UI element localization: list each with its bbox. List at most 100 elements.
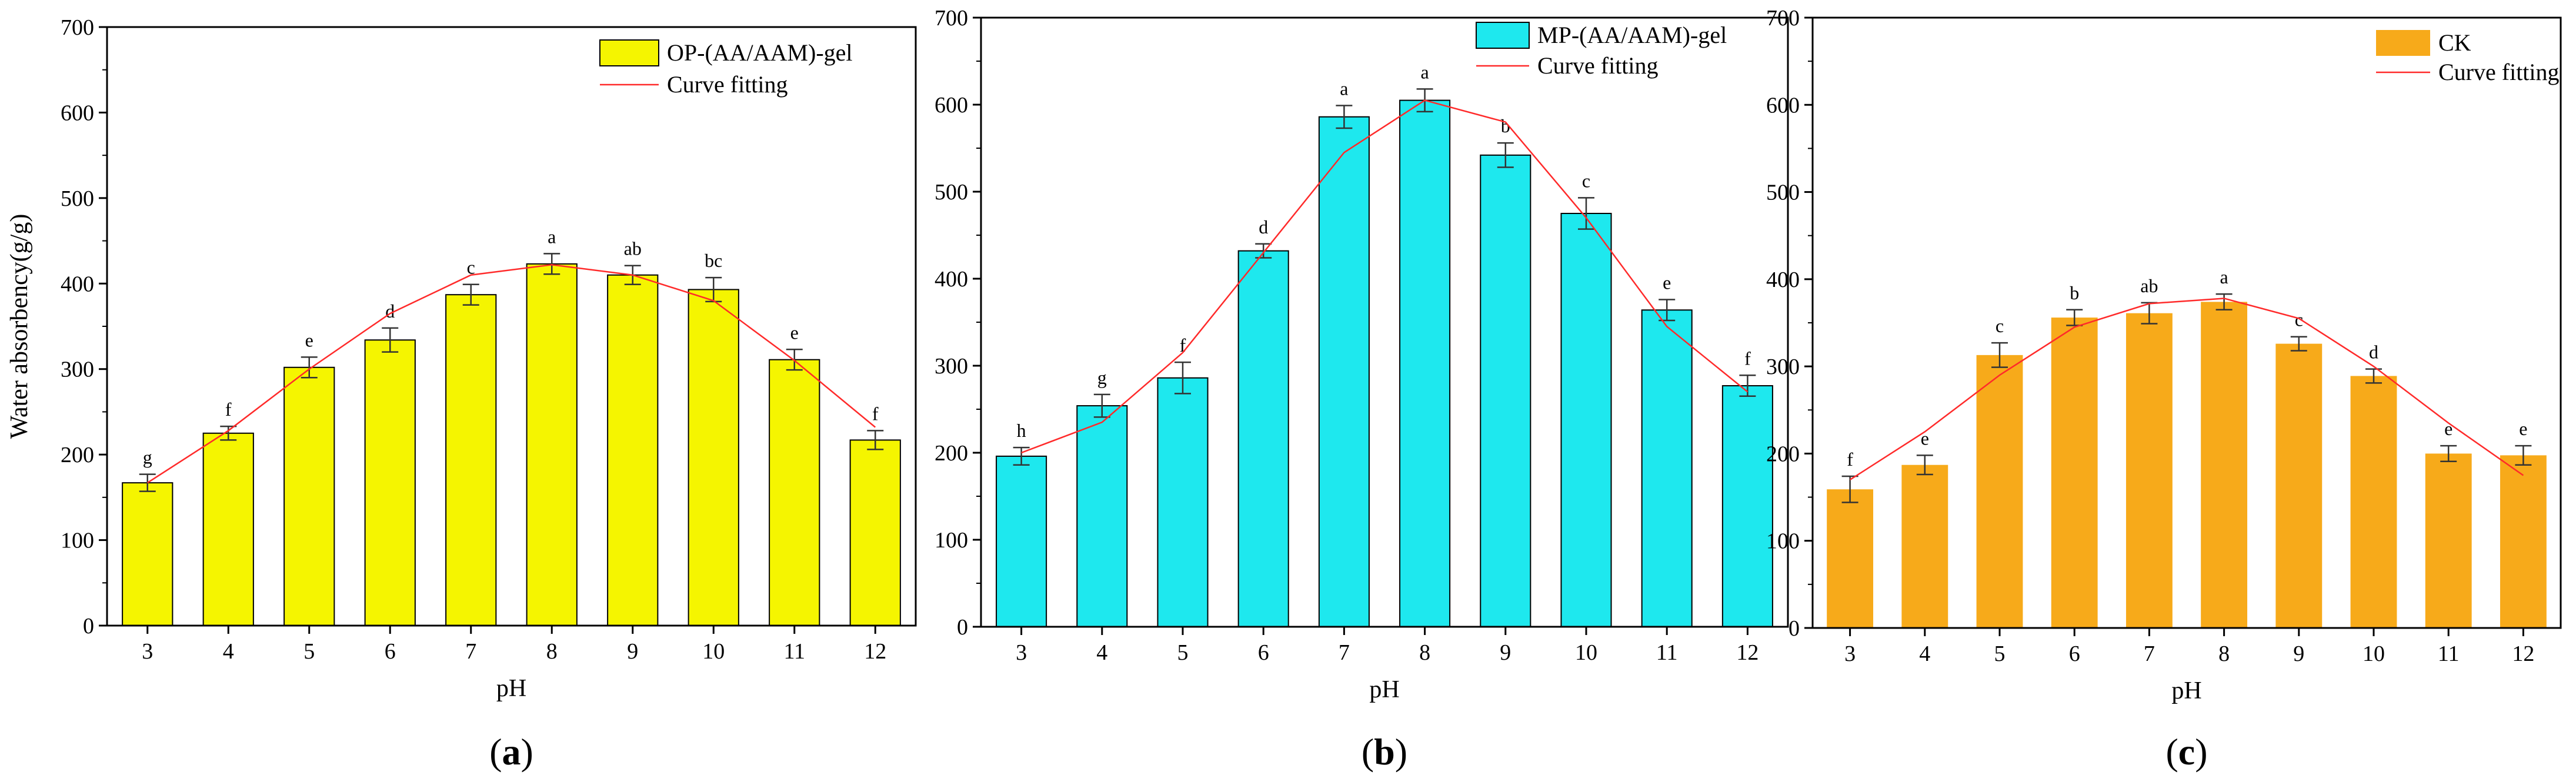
x-tick-label: 9: [627, 639, 638, 664]
x-tick-label: 4: [223, 639, 234, 664]
y-tick-label: 500: [1766, 181, 1800, 205]
significance-letter: e: [2519, 418, 2527, 439]
x-tick-label: 3: [1016, 640, 1027, 665]
y-tick-label: 200: [61, 443, 94, 467]
y-tick-label: 0: [83, 614, 94, 639]
bar: [607, 274, 659, 626]
y-tick-label: 100: [935, 528, 968, 553]
error-bar: [1497, 142, 1514, 168]
significance-letter: f: [1847, 449, 1853, 470]
x-tick-label: 8: [546, 639, 558, 664]
error-bar: [1659, 299, 1676, 322]
bar-group: [122, 263, 901, 627]
bar: [2201, 302, 2248, 628]
significance-letter: c: [467, 257, 475, 278]
bar: [1480, 154, 1531, 627]
x-tick-label: 5: [303, 639, 315, 664]
x-tick-label: 3: [1844, 641, 1856, 666]
error-bar: [867, 430, 884, 450]
error-bar: [2290, 336, 2307, 352]
bar: [122, 482, 173, 626]
significance-letter: g: [1097, 367, 1107, 388]
y-tick-label: 200: [1766, 442, 1800, 466]
y-tick-label: 400: [61, 272, 94, 296]
x-tick-label: 12: [1736, 640, 1759, 665]
x-tick-label: 10: [702, 639, 725, 664]
x-tick-label: 7: [1339, 640, 1350, 665]
y-tick-label: 700: [61, 15, 94, 40]
panel-letter: b: [1374, 731, 1395, 773]
y-axis-title: Water absorbency(g/g): [6, 214, 33, 439]
fit-curve: [1021, 99, 1749, 454]
significance-letter-group: h g f d a a b c e f: [1017, 61, 1751, 441]
x-tick-label: 11: [1656, 640, 1678, 665]
x-tick-label: 5: [1177, 640, 1189, 665]
y-tick-label: 100: [61, 529, 94, 553]
error-bar: [462, 283, 479, 306]
error-bar: [2440, 445, 2457, 463]
x-tick-label: 11: [2438, 641, 2460, 666]
significance-letter: c: [2295, 309, 2303, 330]
bar: [1560, 213, 1612, 627]
x-tick-label: 8: [1419, 640, 1430, 665]
chart-panel-b: h g f d a a b c e f 0 100 200 300 400 500 600 700 3 4 5 6 7 8…: [935, 6, 1789, 773]
error-bar-group: [1841, 293, 2532, 503]
y-tick-label: 500: [935, 180, 968, 205]
bar: [1318, 116, 1370, 628]
significance-letter: b: [1501, 115, 1510, 136]
y-tick-label: 600: [1766, 93, 1800, 118]
x-tick-label: 5: [1994, 641, 2006, 666]
x-tick-label: 6: [1258, 640, 1269, 665]
x-axis-title: pH: [2171, 677, 2201, 704]
error-bar: [1336, 105, 1353, 129]
bar-group: [1827, 302, 2547, 628]
x-tick-label: 7: [465, 639, 476, 664]
bar: [688, 289, 739, 627]
x-axis: 3 4 5 6 7 8 9 10 11 12: [142, 626, 886, 664]
y-tick-label: 700: [935, 6, 968, 31]
x-tick-label: 12: [2512, 641, 2534, 666]
bar-group: [996, 99, 1773, 628]
significance-letter: a: [1420, 61, 1429, 82]
x-axis-title: pH: [496, 675, 526, 702]
significance-letter: f: [872, 403, 879, 424]
panel-label: (a): [489, 731, 533, 773]
legend-label-fit: Curve fitting: [667, 71, 788, 98]
significance-letter: a: [2220, 266, 2228, 288]
bar: [1901, 464, 1948, 628]
bar: [2425, 453, 2472, 628]
significance-letter: g: [143, 447, 152, 468]
bar: [2500, 455, 2547, 628]
bar: [1076, 405, 1128, 628]
panel-letter: c: [2178, 731, 2195, 773]
error-bar: [1013, 446, 1030, 466]
x-tick-label: 8: [2218, 641, 2230, 666]
legend-swatch-bar: [2376, 30, 2430, 56]
x-tick-label: 6: [2069, 641, 2080, 666]
significance-letter: f: [1744, 347, 1751, 369]
x-tick-label: 7: [2144, 641, 2155, 666]
y-axis: 0 100 200 300 400 500 600 700: [1766, 6, 1813, 641]
significance-letter: d: [1259, 216, 1268, 238]
significance-letter: e: [2444, 418, 2452, 439]
bar: [1827, 489, 1874, 628]
bar: [849, 439, 901, 626]
bar: [364, 339, 416, 626]
x-tick-label: 4: [1919, 641, 1930, 666]
error-bar: [2515, 445, 2532, 466]
legend: OP-(AA/AAM)-gel Curve fitting: [599, 39, 853, 98]
bar: [1157, 377, 1209, 627]
x-tick-label: 4: [1096, 640, 1107, 665]
bar: [2275, 343, 2323, 628]
significance-letter: e: [790, 322, 799, 343]
y-tick-label: 500: [61, 186, 94, 211]
legend-label-fit: Curve fitting: [1537, 52, 1659, 79]
bar: [769, 359, 820, 627]
x-tick-label: 6: [385, 639, 396, 664]
error-bar: [1578, 197, 1594, 230]
y-tick-label: 300: [1766, 355, 1800, 379]
bar: [1976, 355, 2023, 628]
legend-swatch-bar: [599, 39, 659, 66]
